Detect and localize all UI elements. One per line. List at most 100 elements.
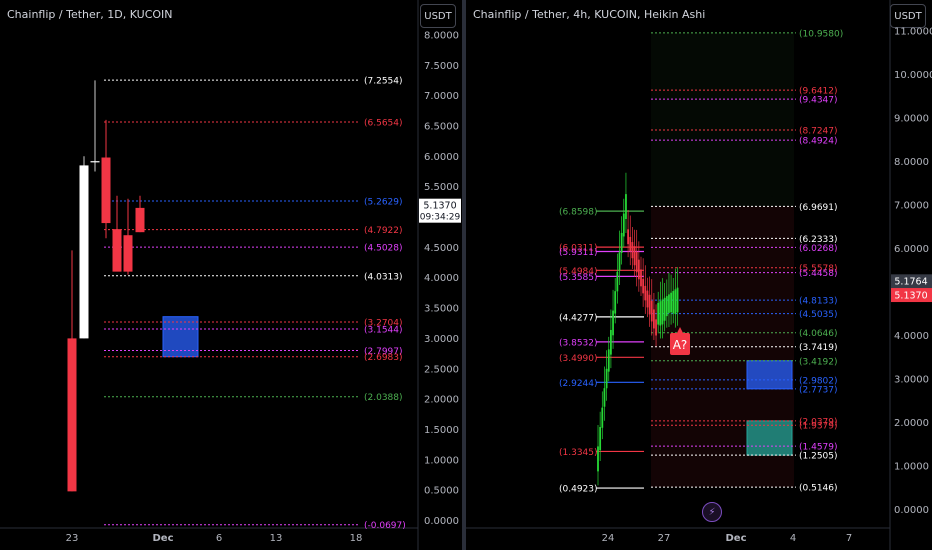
x-tick-label: 23: [66, 533, 79, 544]
chart-canvas[interactable]: 8.00007.50007.00006.50006.00005.50005.00…: [0, 0, 462, 550]
ha-candle-body: [670, 292, 672, 313]
ha-candle-body: [668, 294, 670, 313]
level-label: (3.8532): [559, 338, 598, 348]
level-label: (2.0388): [364, 393, 403, 403]
annotation-label: A?: [673, 338, 688, 352]
y-tick-label: 8.0000: [424, 30, 459, 41]
x-tick-label: 27: [658, 533, 671, 544]
lightning-icon[interactable]: ⚡: [702, 502, 722, 522]
chart-canvas[interactable]: 11.0000 10.0000 9.0000 8.0000 7.0000 6.0000 5.…: [466, 0, 932, 550]
candle-body: [123, 235, 133, 272]
y-tick-label: 7.0000: [894, 201, 929, 212]
level-label: (9.6412): [799, 87, 838, 97]
ha-candle-body: [610, 329, 612, 355]
y-tick-label: 7.5000: [424, 61, 459, 72]
x-tick-label: Dec: [725, 533, 746, 544]
level-label: (2.9244): [559, 379, 598, 389]
countdown-label: 09:34:29: [420, 213, 461, 223]
y-tick-label: 4.0000: [424, 273, 459, 284]
currency-button[interactable]: USDT: [420, 4, 456, 28]
level-label: (0.5146): [799, 484, 838, 494]
chart-title: Chainflip / Tether, 4h, KUCOIN, Heikin A…: [473, 8, 706, 21]
ha-candle-body: [646, 290, 649, 308]
level-label: (-0.0697): [364, 521, 406, 531]
y-tick-label: 7.0000: [424, 91, 459, 102]
right-chart-pane[interactable]: Chainflip / Tether, 4h, KUCOIN, Heikin A…: [466, 0, 932, 550]
level-label: (6.0311): [559, 244, 598, 254]
y-tick-label: 3.5000: [424, 304, 459, 315]
x-tick-label: Dec: [152, 533, 173, 544]
ha-candle-body: [657, 302, 660, 325]
x-tick-label: 6: [216, 533, 222, 544]
level-label: (4.4277): [559, 313, 598, 323]
level-label: (3.4192): [799, 357, 838, 367]
y-tick-label: 8.0000: [894, 157, 929, 168]
y-tick-label: 3.0000: [424, 334, 459, 345]
y-tick-label: 10.0000: [894, 70, 932, 81]
x-tick-label: 18: [350, 533, 363, 544]
ha-candle-body: [620, 232, 623, 253]
x-tick-label: 7: [846, 533, 852, 544]
level-label: (2.7997): [364, 347, 403, 357]
level-label: (5.5578): [799, 264, 838, 274]
ha-candle-body: [625, 194, 627, 220]
level-label: (5.3585): [559, 273, 598, 283]
y-tick-label: 3.0000: [894, 375, 929, 386]
ha-candle-body: [674, 289, 677, 315]
y-tick-label: 0.5000: [424, 486, 459, 497]
y-tick-label: 1.5000: [424, 425, 459, 436]
level-label: (3.1544): [364, 326, 403, 336]
level-label: (6.5654): [364, 118, 403, 128]
ha-candle-body: [665, 296, 668, 317]
price-tag: [419, 198, 461, 223]
annotation-pointer: [677, 327, 683, 333]
y-tick-label: 1.0000: [894, 462, 929, 473]
y-tick-label: 5.5000: [424, 182, 459, 193]
ha-candle-body: [614, 291, 617, 314]
ha-candle-body: [599, 427, 602, 451]
candle-body: [90, 161, 100, 163]
x-tick-label: 13: [270, 533, 283, 544]
ha-candle-body: [612, 310, 614, 336]
order-block-box: [746, 420, 793, 456]
ha-candle-body: [605, 368, 608, 389]
y-tick-label: 2.0000: [424, 395, 459, 406]
price-tag: [891, 288, 932, 303]
level-label: (5.4458): [799, 269, 838, 279]
y-tick-label: 6.0000: [894, 244, 929, 255]
ha-candle-body: [655, 319, 657, 336]
price-tag-value: 5.1764: [894, 276, 927, 287]
ha-candle-body: [659, 301, 662, 326]
level-label: (10.9580): [799, 29, 843, 39]
y-tick-label: 4.5000: [424, 243, 459, 254]
level-label: (7.2554): [364, 77, 403, 87]
ha-candle-body: [672, 291, 675, 314]
level-label: (5.2629): [364, 198, 403, 208]
left-chart-pane[interactable]: Chainflip / Tether, 1D, KUCOIN USDT 8.00…: [0, 0, 462, 550]
level-label: (6.2333): [799, 235, 838, 245]
ha-candle-body: [631, 242, 634, 259]
ha-candle-body: [650, 300, 653, 322]
level-label: (1.9379): [799, 422, 838, 432]
annotation-badge: [670, 333, 690, 355]
candle-body: [79, 165, 89, 339]
y-tick-label: 2.0000: [894, 418, 929, 429]
y-tick-label: 4.0000: [894, 331, 929, 342]
ha-candle-body: [640, 269, 642, 287]
ha-candle-body: [644, 285, 647, 301]
candle-body: [67, 338, 77, 492]
level-label: (6.9691): [799, 203, 838, 213]
level-label: (6.8598): [559, 208, 598, 218]
level-label: (8.4924): [799, 137, 838, 147]
ha-candle-body: [637, 259, 640, 280]
ha-candle-body: [627, 229, 629, 245]
ha-candle-body: [676, 287, 679, 313]
pane-divider[interactable]: [462, 0, 466, 550]
y-tick-label: 2.5000: [424, 364, 459, 375]
ha-candle-body: [616, 271, 619, 292]
level-label: (0.4923): [559, 485, 598, 495]
level-label: (5.9311): [559, 248, 598, 258]
ha-candle-body: [661, 299, 664, 325]
ha-candle-body: [653, 309, 655, 329]
